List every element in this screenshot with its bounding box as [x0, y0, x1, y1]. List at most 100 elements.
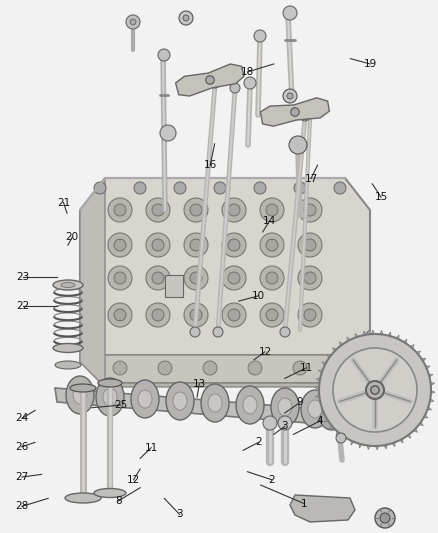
Ellipse shape	[208, 394, 222, 412]
Text: 3: 3	[281, 422, 288, 431]
Circle shape	[174, 182, 186, 194]
Ellipse shape	[55, 361, 81, 369]
Circle shape	[190, 327, 200, 337]
Circle shape	[114, 204, 126, 216]
Text: 16: 16	[204, 160, 217, 170]
Circle shape	[375, 508, 395, 528]
Polygon shape	[329, 424, 335, 429]
Circle shape	[298, 198, 322, 222]
FancyBboxPatch shape	[165, 275, 183, 297]
Ellipse shape	[278, 398, 292, 416]
Polygon shape	[424, 366, 430, 370]
Circle shape	[371, 386, 379, 394]
Ellipse shape	[236, 386, 264, 424]
Circle shape	[230, 83, 240, 93]
Polygon shape	[316, 378, 321, 382]
Circle shape	[152, 204, 164, 216]
Circle shape	[287, 93, 293, 99]
Circle shape	[278, 416, 292, 430]
Polygon shape	[336, 430, 341, 435]
Polygon shape	[176, 64, 244, 96]
Ellipse shape	[70, 384, 96, 392]
Polygon shape	[423, 414, 428, 418]
Circle shape	[304, 239, 316, 251]
Polygon shape	[359, 442, 363, 448]
Circle shape	[214, 182, 226, 194]
Circle shape	[266, 204, 278, 216]
Ellipse shape	[131, 380, 159, 418]
Polygon shape	[261, 98, 329, 126]
Polygon shape	[429, 382, 434, 386]
Polygon shape	[426, 406, 431, 410]
Ellipse shape	[243, 396, 257, 414]
Circle shape	[190, 239, 202, 251]
Circle shape	[283, 89, 297, 103]
Circle shape	[304, 204, 316, 216]
Circle shape	[333, 348, 417, 432]
Text: 2: 2	[268, 475, 275, 484]
Ellipse shape	[271, 388, 299, 426]
Text: 26: 26	[15, 442, 28, 451]
Circle shape	[294, 182, 306, 194]
Polygon shape	[420, 358, 426, 362]
Polygon shape	[318, 370, 324, 374]
Polygon shape	[413, 427, 417, 432]
Polygon shape	[418, 421, 423, 426]
Circle shape	[179, 11, 193, 25]
Polygon shape	[320, 410, 325, 414]
Circle shape	[228, 272, 240, 284]
Text: 18: 18	[241, 67, 254, 77]
Text: 12: 12	[127, 475, 140, 484]
Text: 28: 28	[15, 502, 28, 511]
Polygon shape	[387, 332, 391, 337]
Circle shape	[108, 266, 132, 290]
Circle shape	[366, 381, 384, 399]
Polygon shape	[55, 388, 332, 425]
Polygon shape	[415, 351, 420, 356]
Circle shape	[183, 15, 189, 21]
Polygon shape	[399, 438, 403, 443]
Circle shape	[152, 239, 164, 251]
Circle shape	[114, 272, 126, 284]
Circle shape	[283, 6, 297, 20]
Ellipse shape	[98, 379, 122, 387]
Circle shape	[300, 111, 310, 121]
Polygon shape	[80, 178, 105, 387]
Circle shape	[298, 303, 322, 327]
Circle shape	[114, 239, 126, 251]
Polygon shape	[339, 342, 344, 347]
Polygon shape	[351, 440, 355, 445]
Circle shape	[222, 233, 246, 257]
Circle shape	[184, 266, 208, 290]
Circle shape	[146, 303, 170, 327]
Polygon shape	[317, 402, 322, 406]
Text: 25: 25	[114, 400, 127, 410]
Text: 22: 22	[16, 302, 29, 311]
Polygon shape	[347, 337, 351, 342]
Polygon shape	[324, 417, 329, 422]
Polygon shape	[375, 445, 379, 450]
Circle shape	[190, 272, 202, 284]
Circle shape	[184, 233, 208, 257]
Circle shape	[190, 204, 202, 216]
Circle shape	[228, 309, 240, 321]
Circle shape	[254, 30, 266, 42]
Polygon shape	[379, 330, 383, 336]
Ellipse shape	[73, 386, 87, 404]
Circle shape	[210, 78, 220, 88]
Polygon shape	[315, 386, 320, 390]
Text: 4: 4	[316, 416, 323, 426]
Ellipse shape	[301, 390, 329, 428]
Ellipse shape	[53, 280, 83, 290]
Text: 13: 13	[193, 379, 206, 389]
Text: 11: 11	[300, 363, 313, 373]
Circle shape	[380, 513, 390, 523]
Circle shape	[146, 266, 170, 290]
Circle shape	[336, 433, 346, 443]
Circle shape	[244, 77, 256, 89]
Circle shape	[222, 266, 246, 290]
Circle shape	[266, 239, 278, 251]
Text: 12: 12	[258, 347, 272, 357]
Circle shape	[213, 327, 223, 337]
Polygon shape	[406, 433, 411, 438]
